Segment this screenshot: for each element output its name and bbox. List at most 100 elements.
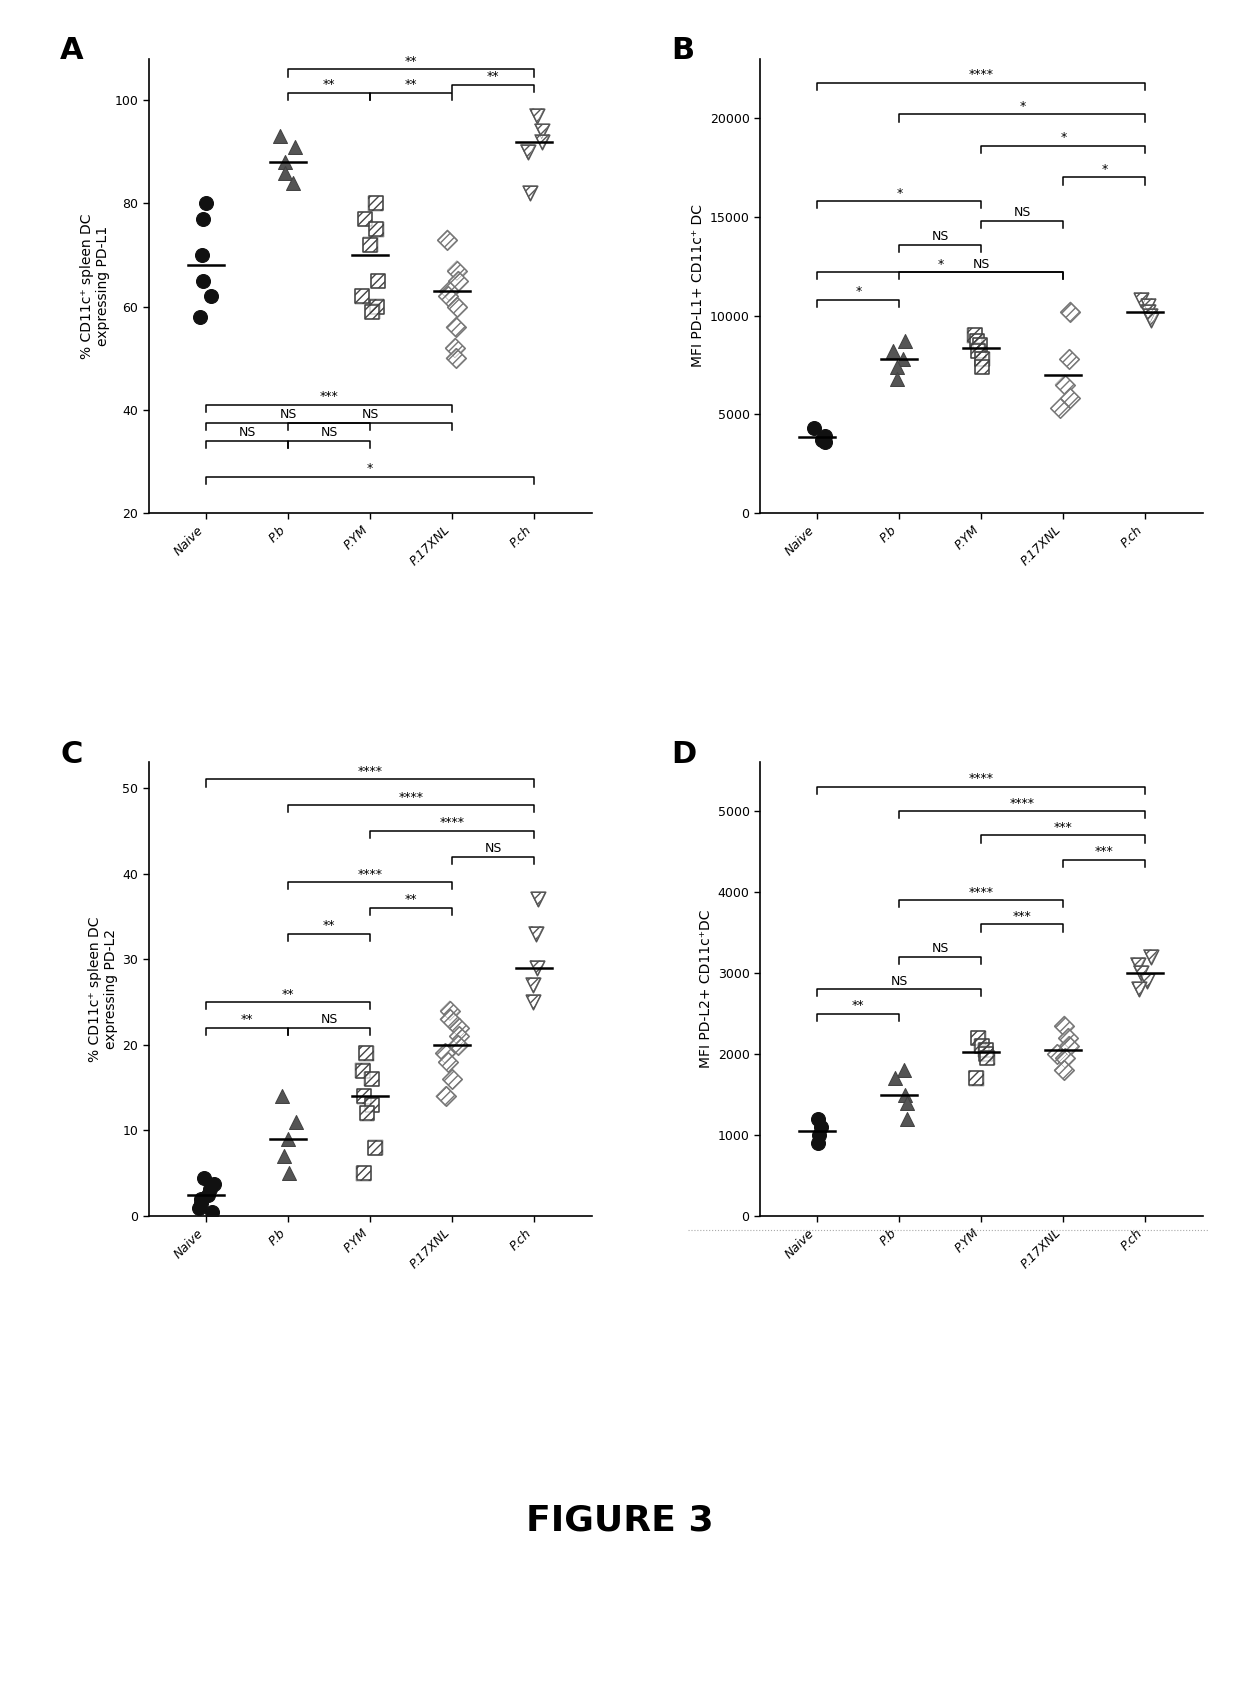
Point bbox=[203, 1170, 223, 1198]
Point bbox=[1141, 942, 1161, 969]
Text: *: * bbox=[1101, 164, 1107, 176]
Point bbox=[438, 282, 458, 309]
Point bbox=[352, 282, 372, 309]
Point bbox=[195, 1164, 215, 1191]
Text: NS: NS bbox=[320, 426, 339, 439]
Text: **: ** bbox=[241, 1013, 253, 1027]
Point bbox=[443, 1066, 463, 1093]
Point bbox=[285, 133, 305, 160]
Point bbox=[366, 189, 386, 216]
Text: NS: NS bbox=[890, 975, 908, 988]
Point bbox=[435, 1040, 455, 1067]
Text: NS: NS bbox=[485, 843, 502, 855]
Point bbox=[443, 1066, 463, 1093]
Point bbox=[361, 231, 381, 258]
Point bbox=[532, 118, 552, 145]
Point bbox=[887, 365, 906, 392]
Point bbox=[1137, 968, 1157, 995]
Point bbox=[445, 345, 465, 372]
Y-axis label: % CD11c⁺ spleen DC
expressing PD-L1: % CD11c⁺ spleen DC expressing PD-L1 bbox=[81, 213, 110, 358]
Text: NS: NS bbox=[931, 942, 949, 956]
Point bbox=[528, 885, 548, 912]
Point bbox=[356, 1040, 376, 1067]
Text: ****: **** bbox=[357, 765, 383, 779]
Point bbox=[274, 1143, 294, 1170]
Point bbox=[1141, 306, 1161, 333]
Point bbox=[966, 1064, 986, 1091]
Point bbox=[967, 328, 987, 355]
Point bbox=[275, 159, 295, 186]
Point bbox=[1054, 1012, 1074, 1039]
Point bbox=[970, 331, 990, 358]
Text: *: * bbox=[1060, 132, 1066, 145]
Point bbox=[1055, 372, 1075, 399]
Point bbox=[196, 189, 216, 216]
Point bbox=[449, 1013, 469, 1040]
Point bbox=[193, 206, 213, 233]
Point bbox=[1131, 959, 1151, 986]
Point bbox=[202, 1198, 222, 1225]
Point bbox=[438, 1049, 458, 1076]
Point bbox=[527, 954, 547, 981]
Point bbox=[438, 282, 458, 309]
Point bbox=[972, 346, 992, 373]
Point bbox=[191, 1186, 211, 1213]
Point bbox=[1048, 1040, 1068, 1067]
Point bbox=[812, 426, 832, 453]
Point bbox=[1131, 959, 1151, 986]
Text: ***: *** bbox=[320, 390, 339, 404]
Point bbox=[527, 103, 547, 130]
Point bbox=[438, 1049, 458, 1076]
Point bbox=[883, 338, 903, 365]
Point bbox=[1060, 385, 1080, 412]
Point bbox=[887, 353, 906, 380]
Point bbox=[448, 1032, 467, 1059]
Point bbox=[438, 226, 458, 253]
Point bbox=[445, 345, 465, 372]
Point bbox=[446, 257, 466, 284]
Point bbox=[1138, 297, 1158, 324]
Point bbox=[1128, 976, 1148, 1003]
Text: NS: NS bbox=[320, 1013, 339, 1027]
Point bbox=[808, 1130, 828, 1157]
Text: ***: *** bbox=[1013, 910, 1032, 922]
Point bbox=[1059, 1032, 1079, 1059]
Point bbox=[446, 314, 466, 341]
Point bbox=[286, 1108, 306, 1135]
Point bbox=[968, 1024, 988, 1051]
Point bbox=[448, 1032, 467, 1059]
Text: ***: *** bbox=[1054, 821, 1073, 834]
Point bbox=[977, 1044, 997, 1071]
Point bbox=[976, 1037, 996, 1064]
Point bbox=[352, 282, 372, 309]
Point bbox=[523, 971, 543, 998]
Point bbox=[885, 1064, 905, 1091]
Point bbox=[1140, 302, 1159, 329]
Point bbox=[968, 1024, 988, 1051]
Text: D: D bbox=[671, 740, 697, 768]
Point bbox=[448, 294, 467, 321]
Point bbox=[357, 1100, 377, 1127]
Point bbox=[965, 323, 985, 350]
Point bbox=[353, 1057, 373, 1084]
Point bbox=[355, 206, 374, 233]
Point bbox=[448, 267, 467, 294]
Point bbox=[894, 346, 914, 373]
Text: NS: NS bbox=[238, 426, 255, 439]
Point bbox=[440, 1005, 460, 1032]
Point bbox=[353, 1160, 373, 1187]
Text: NS: NS bbox=[972, 258, 990, 270]
Point bbox=[367, 216, 387, 243]
Text: NS: NS bbox=[931, 230, 949, 243]
Point bbox=[440, 997, 460, 1024]
Point bbox=[200, 1176, 219, 1203]
Point bbox=[355, 206, 374, 233]
Point bbox=[966, 1064, 986, 1091]
Point bbox=[1140, 302, 1159, 329]
Point bbox=[446, 257, 466, 284]
Point bbox=[446, 314, 466, 341]
Point bbox=[1054, 1057, 1074, 1084]
Text: ****: **** bbox=[968, 68, 994, 81]
Point bbox=[977, 1044, 997, 1071]
Point bbox=[439, 277, 459, 304]
